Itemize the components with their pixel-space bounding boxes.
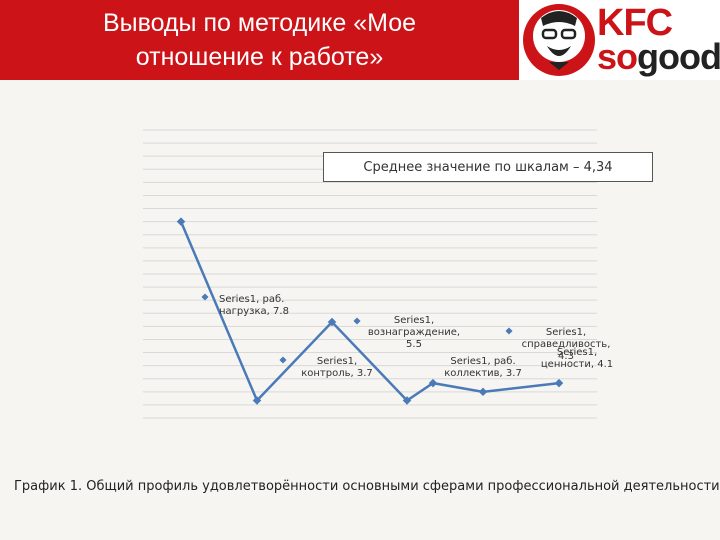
summary-text: Среднее значение по шкалам – 4,34 [363, 159, 613, 175]
series-points [176, 217, 564, 405]
data-point [176, 217, 186, 226]
data-label-line: коллектив, 3.7 [444, 368, 522, 379]
data-point [252, 396, 262, 405]
data-label-line: Series1, [546, 327, 586, 338]
data-label-line: Series1, [394, 315, 434, 326]
data-label-line: Series1, [557, 347, 597, 358]
data-point [478, 387, 488, 397]
page-title: Выводы по методике «Мое отношение к рабо… [102, 9, 417, 71]
colonel-icon [523, 4, 595, 76]
label-key [505, 327, 513, 335]
data-label: Series1, вознаграждение, 5.5 [368, 315, 460, 350]
data-point [554, 378, 564, 388]
data-label-line: 5.5 [406, 339, 422, 350]
data-label-line: 4.3 [558, 351, 574, 362]
data-label-line: Series1, раб. [219, 294, 284, 305]
logo-sogood-text: sogood [597, 36, 720, 78]
data-label: Series1, контроль, 3.7 [301, 356, 373, 379]
data-label-line: ценности, 4.1 [541, 359, 613, 370]
kfc-logo [519, 0, 720, 80]
data-label-line: справедливость, [522, 339, 611, 350]
data-label-line: Series1, [317, 356, 357, 367]
logo-good: good [637, 36, 720, 77]
data-label-line: вознаграждение, [368, 327, 460, 338]
data-label: Series1, ценности, 4.1 [541, 347, 613, 370]
data-label: Series1, справедливость, 4.3 [522, 327, 611, 362]
data-label-line: Series1, раб. [450, 356, 515, 367]
data-point [327, 317, 337, 327]
title-bar: Выводы по методике «Мое отношение к рабо… [0, 0, 519, 80]
chart-caption: График 1. Общий профиль удовлетворённост… [14, 479, 720, 494]
data-label-line: нагрузка, 7.8 [219, 306, 289, 317]
data-label: Series1, раб. нагрузка, 7.8 [219, 294, 289, 317]
label-key [279, 356, 287, 364]
logo-so: so [597, 36, 638, 77]
logo-kfc-text: KFC [597, 2, 673, 44]
label-key [201, 293, 209, 301]
label-key [353, 317, 361, 325]
summary-box: Среднее значение по шкалам – 4,34 [323, 152, 653, 182]
data-point [402, 396, 412, 405]
data-label: Series1, раб. коллектив, 3.7 [444, 356, 522, 379]
data-point [428, 378, 438, 388]
data-label-line: контроль, 3.7 [301, 368, 373, 379]
